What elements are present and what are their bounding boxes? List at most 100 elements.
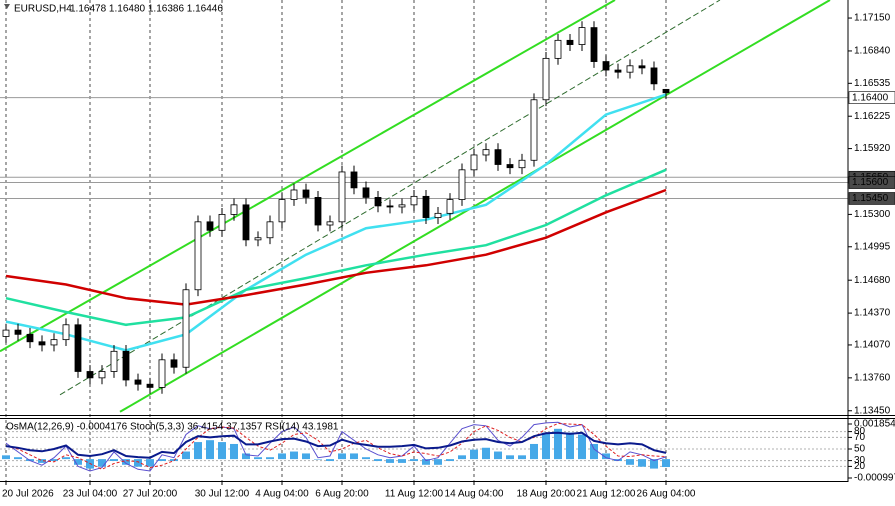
moving-average: [5, 188, 667, 306]
candle-body: [230, 204, 238, 215]
candle-body: [410, 195, 418, 206]
y2-tick-label: 80: [854, 426, 866, 437]
candle-body: [530, 99, 538, 161]
osma-bar: [50, 459, 58, 462]
osma-bar: [302, 453, 310, 460]
price-panel: [0, 0, 848, 413]
x-tick-label: 11 Aug 12:00: [385, 489, 444, 500]
candle-body: [590, 27, 598, 62]
moving-average: [5, 168, 667, 327]
osma-bar: [218, 442, 226, 460]
candle-body: [98, 371, 106, 379]
osma-bar: [374, 459, 382, 462]
osma-bar: [278, 453, 286, 460]
chart-title: EURUSD,H4: [14, 4, 72, 15]
osma-bar: [242, 453, 250, 460]
channel-line: [59, 0, 721, 396]
candle-body: [350, 171, 358, 189]
osma-bar: [422, 459, 430, 465]
candle-body: [434, 212, 442, 218]
candle-body: [578, 27, 586, 45]
candle-body: [662, 88, 670, 94]
y-tick-label: 1.16225: [854, 111, 891, 122]
candle-body: [182, 289, 190, 368]
candle-body: [470, 154, 478, 171]
candle-body: [518, 159, 526, 169]
price-level-label: 1.16400: [852, 92, 889, 103]
candle-body: [362, 187, 370, 198]
candle-body: [542, 57, 550, 101]
candle-body: [254, 237, 262, 241]
candle-body: [566, 39, 574, 45]
candle-body: [110, 350, 118, 372]
osma-bar: [350, 453, 358, 460]
osma-bar: [506, 455, 514, 460]
osma-bar: [494, 451, 502, 460]
candle-body: [482, 149, 490, 156]
osma-bar: [206, 440, 214, 460]
price-level-label: 1.15600: [852, 177, 889, 188]
osma-bar: [194, 442, 202, 460]
candle-body: [614, 69, 622, 73]
candle-body: [374, 197, 382, 207]
osma-bar: [266, 457, 274, 460]
candle-body: [602, 61, 610, 71]
osma-bar: [458, 455, 466, 460]
candle-body: [458, 169, 466, 200]
candle-body: [14, 329, 22, 335]
symbol-icon: [4, 4, 10, 9]
candle-body: [206, 221, 214, 231]
osma-bar: [410, 459, 418, 462]
x-tick-label: 14 Aug 04:00: [445, 489, 504, 500]
y-tick-label: 1.16535: [854, 78, 891, 89]
candle-body: [446, 199, 454, 214]
osma-bar: [626, 459, 634, 465]
osma-bar: [338, 453, 346, 460]
y-tick-label: 1.14995: [854, 241, 891, 252]
y-tick-label: 1.14070: [854, 340, 891, 351]
candle-body: [242, 204, 250, 241]
osma-bar: [314, 459, 322, 460]
moving-average: [5, 93, 667, 352]
osma-bar: [290, 451, 298, 460]
osma-bar: [2, 455, 10, 460]
osma-bar: [62, 457, 70, 460]
y2-tick-label: 30: [854, 455, 866, 466]
osma-bar: [482, 447, 490, 460]
candle-body: [554, 39, 562, 59]
x-tick-label: 18 Aug 20:00: [517, 489, 576, 500]
candle-body: [170, 359, 178, 368]
y2-tick-label: 70: [854, 432, 866, 443]
x-tick-label: 30 Jul 12:00: [195, 489, 250, 500]
y-tick-label: 1.14370: [854, 308, 891, 319]
osma-bar: [254, 457, 262, 460]
osma-bar: [446, 459, 454, 462]
candle-body: [50, 339, 58, 346]
candle-body: [638, 65, 646, 69]
y-tick-label: 1.13760: [854, 372, 891, 383]
rsi-line: [5, 431, 667, 459]
y-tick-label: 1.15920: [854, 143, 891, 154]
osma-bar: [602, 453, 610, 460]
y-tick-label: 1.16840: [854, 46, 891, 57]
candle-body: [62, 324, 70, 341]
osma-bar: [230, 443, 238, 460]
osma-bar: [38, 459, 46, 463]
osma-bar: [362, 457, 370, 460]
y2-tick-label: 50: [854, 444, 866, 455]
candle-body: [74, 324, 82, 372]
x-tick-label: 27 Jul 20:00: [123, 489, 178, 500]
candle-body: [218, 213, 226, 231]
price-level-box: [848, 192, 895, 205]
y-tick-label: 1.14680: [854, 275, 891, 286]
osma-bar: [518, 455, 526, 460]
osma-bar: [470, 449, 478, 460]
candle-body: [314, 197, 322, 226]
candle-body: [290, 189, 298, 200]
indicator-readout: OsMA(12,26,9) -0.0004176 Stoch(5,3,3) 36…: [6, 422, 339, 433]
candle-body: [650, 67, 658, 85]
osma-bar: [326, 459, 334, 462]
candle-body: [26, 333, 34, 343]
candle-body: [146, 383, 154, 388]
